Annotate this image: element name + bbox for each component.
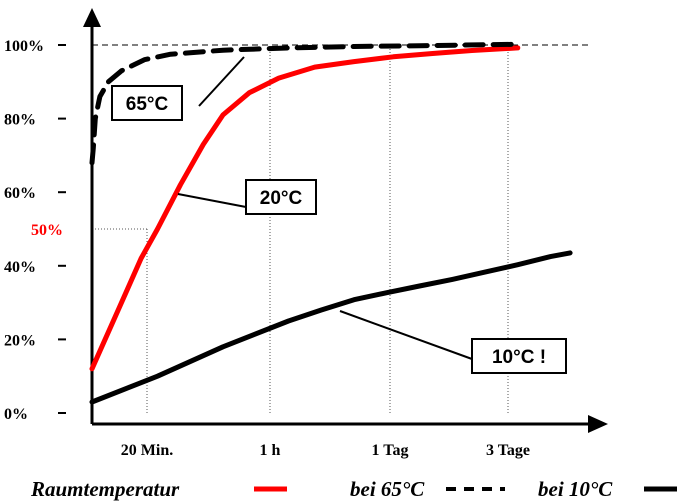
series-lines: [89, 41, 573, 405]
callout-box-bei-65-c: [111, 85, 183, 121]
x-axis-arrowhead: [588, 415, 608, 433]
y-tick-label-40: 40%: [4, 259, 36, 276]
series-line-bei-65-c: [89, 41, 521, 166]
callout-label-raumtemperatur: 20°C: [260, 188, 303, 209]
y-axis-arrowhead: [83, 8, 101, 27]
legend-label-bei10: bei 10°C: [538, 477, 613, 501]
y-tick-label-50-percent: 50%: [31, 222, 63, 239]
callout-label-bei-65-c: 65°C: [126, 94, 169, 115]
y-tick-label-100: 100%: [4, 38, 44, 55]
callout-leader-bei-10-c: [339, 310, 473, 360]
callout-box-raumtemperatur: [245, 179, 317, 215]
callouts: 20°C 65°C 10°C !: [111, 56, 567, 374]
callout-label-bei-10-c: 10°C !: [492, 347, 546, 368]
x-tick-label-1-h: 1 h: [260, 442, 281, 459]
legend-label-bei65: bei 65°C: [350, 477, 425, 501]
series-line-bei-10-c: [89, 250, 573, 405]
callout-box-bei-10-c: [471, 338, 567, 374]
callout-leader-raumtemperatur: [177, 193, 247, 208]
legend: Raumtemperatur bei 65°C bei 10°C: [30, 477, 677, 501]
y-tick-label-60: 60%: [4, 185, 36, 202]
y-axis-ticks: 0% 20% 40% 60% 80% 100% 50%: [4, 38, 66, 423]
x-tick-label-3-tage: 3 Tage: [486, 442, 530, 459]
y-tick-label-0: 0%: [4, 406, 28, 423]
axes: [83, 8, 608, 433]
series-line-raumtemperatur: [89, 45, 521, 372]
callout-leader-bei-65-c: [198, 56, 245, 107]
x-axis-ticks: 20 Min. 1 h 1 Tag 3 Tage: [121, 442, 530, 459]
y-tick-label-20: 20%: [4, 332, 36, 349]
x-tick-label-1-tag: 1 Tag: [372, 442, 409, 459]
x-tick-label-20-min: 20 Min.: [121, 442, 173, 459]
legend-label-raumtemperatur: Raumtemperatur: [30, 477, 180, 501]
y-tick-label-80: 80%: [4, 112, 36, 129]
